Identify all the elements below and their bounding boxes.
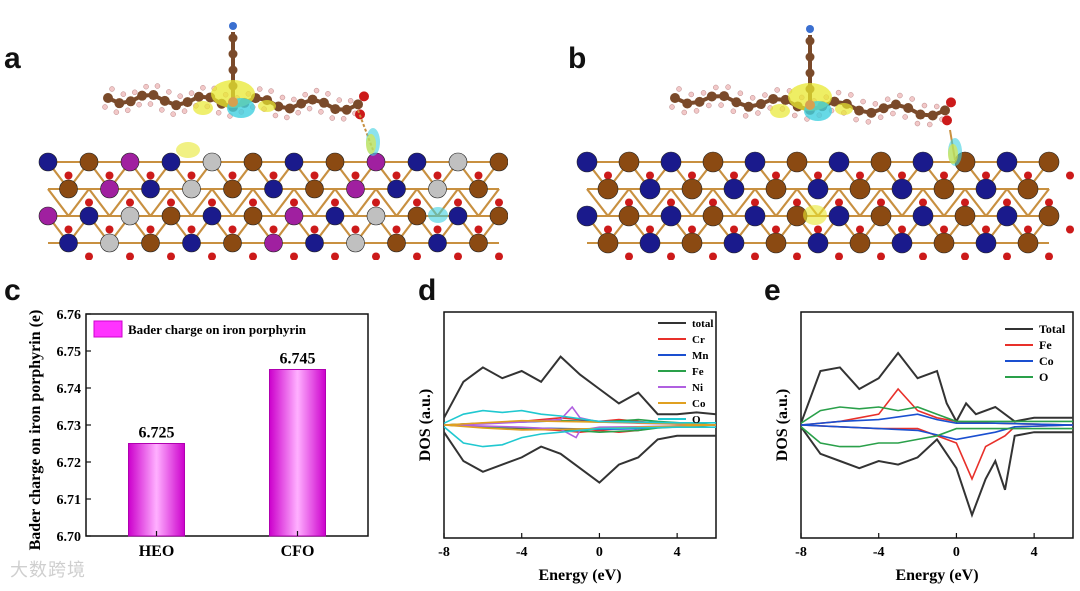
x-tick-label: 4: [1031, 545, 1038, 560]
dos-line-o-down: [444, 426, 716, 448]
charge-density-lobe: [176, 142, 200, 158]
x-tick-label: 4: [674, 545, 681, 560]
y-axis-label: DOS (a.u.): [417, 389, 434, 461]
oxide-slab: [576, 151, 1074, 260]
y-axis-label: DOS (a.u.): [774, 389, 791, 461]
panel-label-e: e: [764, 274, 781, 307]
legend-label-mn: Mn: [692, 350, 709, 362]
legend-label-cr: Cr: [692, 334, 705, 346]
y-tick-label: 6.70: [57, 530, 82, 545]
iron-porphyrin-molecule: [102, 22, 380, 156]
panel-label-d: d: [418, 274, 437, 307]
plot-frame: [443, 311, 717, 539]
iron-porphyrin-molecule: [669, 25, 962, 166]
legend-label-o: O: [1039, 370, 1048, 384]
dos-line-total-up: [801, 351, 1073, 424]
dos-chart-e: -8 -4 0 4 Total Fe Co O Energy (eV) DOS (a.u.): [774, 311, 1074, 584]
structure-panel-a: [38, 22, 508, 260]
charge-density-lobe: [428, 207, 448, 223]
x-axis-label: Energy (eV): [895, 567, 978, 584]
bader-charge-bar-chart: 6.706.716.726.736.746.756.76 6.7256.745 …: [27, 308, 369, 560]
x-tick-label: -4: [516, 545, 528, 560]
dos-line-total-down: [801, 426, 1073, 518]
y-axis-label: Bader charge on iron porphyrin (e): [27, 310, 44, 551]
legend-label-fe: Fe: [692, 366, 704, 378]
dos-line-total-up: [444, 355, 716, 419]
legend-label-ni: Ni: [692, 382, 703, 394]
legend-label-total: Total: [1039, 322, 1066, 336]
dos-line-o-up: [444, 409, 716, 424]
legend-label-total: total: [692, 318, 713, 330]
legend-label: Bader charge on iron porphyrin: [128, 322, 307, 337]
panel-label-b: b: [568, 42, 587, 75]
legend-label-co: Co: [692, 398, 706, 410]
structure-panel-b: [576, 25, 1074, 260]
y-tick-label: 6.73: [57, 419, 82, 434]
data-label: 6.745: [280, 351, 316, 368]
panel-label-c: c: [4, 274, 21, 307]
dos-line-o-up: [801, 406, 1073, 424]
oxide-slab: [38, 152, 508, 260]
legend-label-co: Co: [1039, 354, 1054, 368]
legend-swatch: [93, 320, 123, 338]
x-tick-label: -8: [795, 545, 807, 560]
y-tick-label: 6.71: [57, 493, 82, 508]
dos-line-total-down: [444, 431, 716, 484]
bar-cfo: [269, 369, 326, 537]
y-tick-label: 6.74: [57, 382, 82, 397]
watermark: 大数跨境: [10, 560, 86, 581]
panel-label-a: a: [4, 42, 21, 75]
bar-heo: [128, 443, 185, 537]
x-tick-label: 0: [596, 545, 603, 560]
data-label: 6.725: [139, 425, 175, 442]
legend-label-o: O: [692, 414, 701, 426]
x-tick-label: -8: [438, 545, 450, 560]
x-tick-label: -4: [873, 545, 885, 560]
y-tick-label: 6.75: [57, 345, 82, 360]
dos-line-o-down: [801, 426, 1073, 448]
x-tick-label: CFO: [281, 543, 315, 560]
dos-chart-d: -8 -4 0 4 total Cr Mn Fe Ni Co O Energy (eV) DOS …: [417, 311, 717, 584]
y-tick-label: 6.72: [57, 456, 82, 471]
x-axis-label: Energy (eV): [538, 567, 621, 584]
charge-density-lobe: [803, 205, 827, 225]
dos-line-co-up: [801, 413, 1073, 426]
x-tick-label: HEO: [139, 543, 175, 560]
x-tick-label: 0: [953, 545, 960, 560]
y-tick-label: 6.76: [57, 308, 82, 323]
legend-label-fe: Fe: [1039, 338, 1052, 352]
